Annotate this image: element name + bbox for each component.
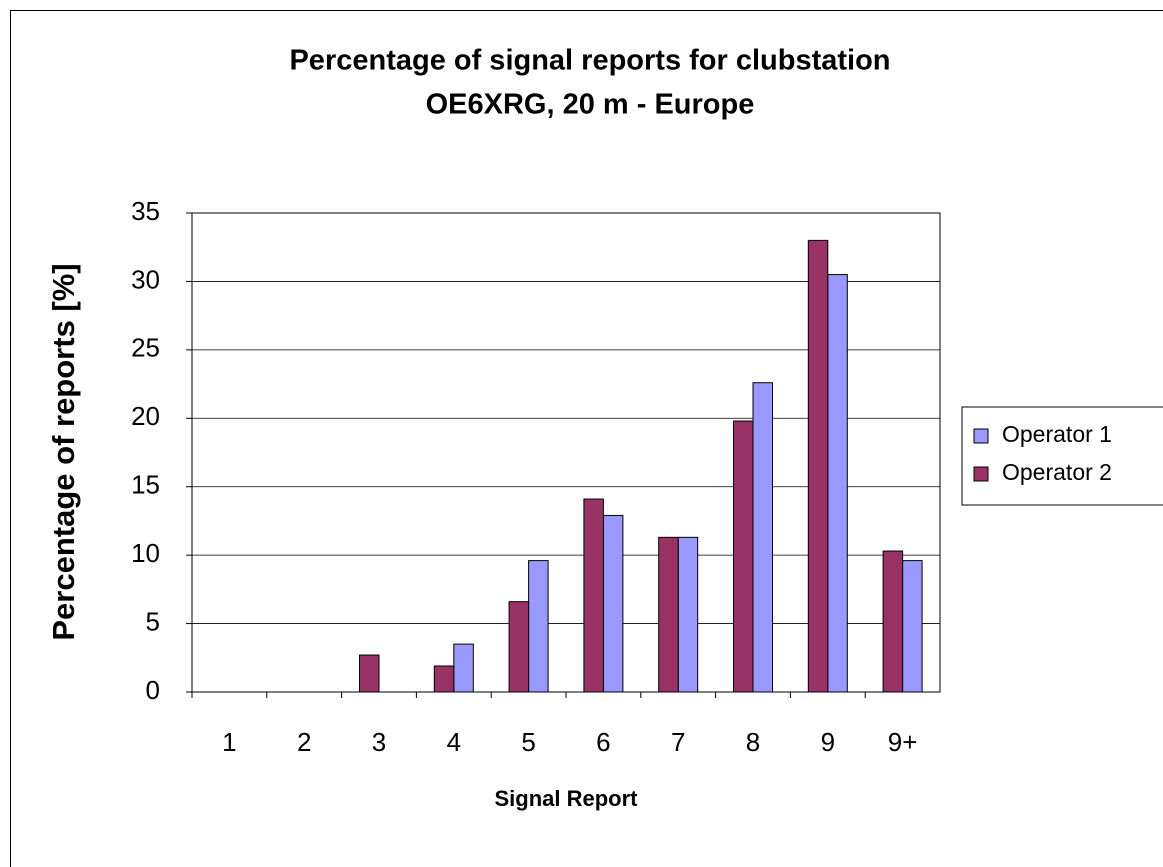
bar (752, 382, 773, 693)
bar (807, 239, 829, 693)
bar (902, 560, 923, 693)
x-axis-label: Signal Report (494, 786, 638, 811)
legend-box (961, 406, 1163, 506)
bar (528, 560, 549, 693)
bar (359, 654, 380, 693)
legend-label: Operator 2 (1002, 459, 1112, 485)
y-tick-label: 10 (131, 538, 160, 568)
bar (508, 601, 530, 693)
y-tick-label: 35 (131, 196, 160, 226)
x-tick-label: 5 (521, 727, 535, 757)
x-tick-label: 3 (372, 727, 386, 757)
bar (733, 420, 754, 693)
x-tick-label: 9+ (888, 727, 918, 757)
x-tick-label: 9 (821, 727, 835, 757)
x-tick-label: 7 (671, 727, 685, 757)
legend-swatch (973, 428, 989, 444)
x-tick-label: 2 (297, 727, 311, 757)
legend-swatch (973, 466, 989, 482)
chart-frame (10, 10, 1163, 867)
bar (658, 536, 679, 693)
y-tick-label: 0 (146, 675, 160, 705)
bar (882, 550, 904, 693)
bar (453, 643, 474, 693)
x-tick-label: 6 (596, 727, 610, 757)
legend-label: Operator 1 (1002, 421, 1112, 447)
chart-title: Percentage of signal reports for clubsta… (289, 45, 890, 77)
y-axis-label: Percentage of reports [%] (46, 263, 81, 640)
y-tick-label: 5 (146, 606, 160, 636)
bar (827, 274, 848, 693)
x-tick-label: 8 (746, 727, 760, 757)
x-tick-label: 4 (447, 727, 461, 757)
bar (677, 536, 699, 693)
bar (433, 665, 455, 693)
y-tick-label: 20 (131, 401, 160, 431)
y-tick-label: 25 (131, 333, 160, 363)
bar (583, 498, 604, 693)
chart-title: OE6XRG, 20 m - Europe (426, 89, 755, 121)
bar (602, 514, 624, 693)
y-tick-label: 15 (131, 470, 160, 500)
x-tick-label: 1 (222, 727, 236, 757)
y-tick-label: 30 (131, 264, 160, 294)
